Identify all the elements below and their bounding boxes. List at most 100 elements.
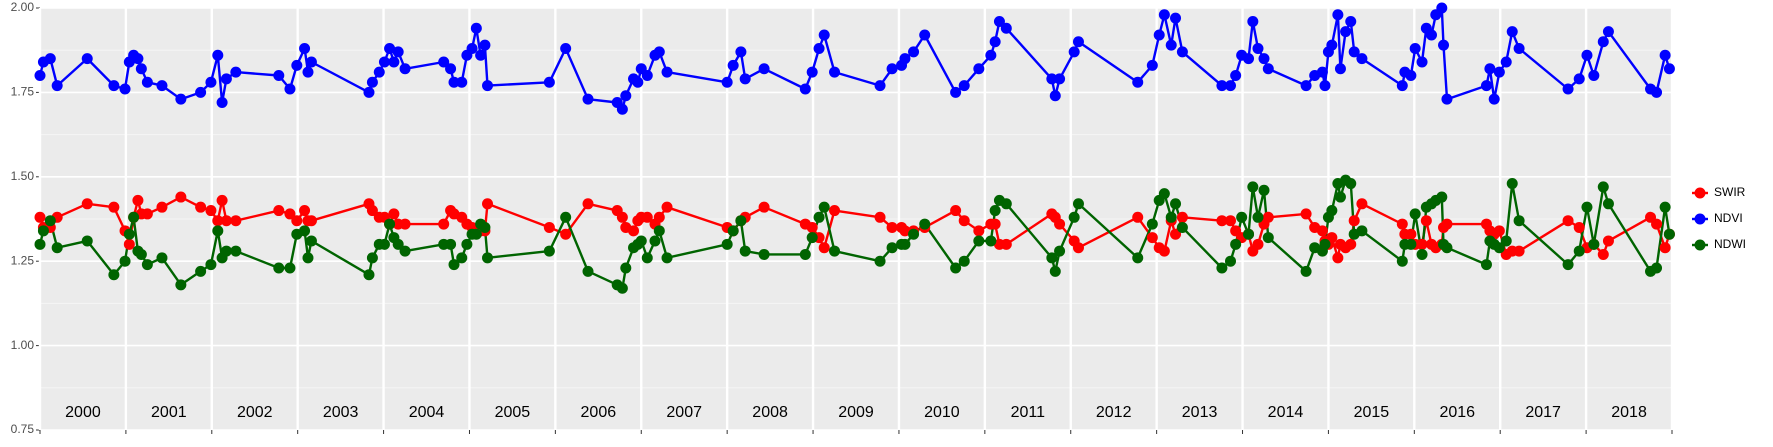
data-point <box>635 235 647 247</box>
data-point <box>1602 235 1614 247</box>
data-point <box>366 205 378 217</box>
data-point <box>829 245 841 257</box>
data-point <box>1072 36 1084 48</box>
data-point <box>448 76 460 88</box>
data-point <box>392 238 404 250</box>
data-point <box>470 228 482 240</box>
data-point <box>1258 184 1270 196</box>
data-point <box>560 228 572 240</box>
data-point <box>445 63 457 75</box>
data-point <box>119 83 131 95</box>
data-point <box>299 43 311 55</box>
data-point <box>51 80 63 92</box>
data-point <box>628 225 640 237</box>
data-point <box>1319 80 1331 92</box>
data-point <box>475 49 487 61</box>
data-point <box>616 211 628 223</box>
data-point <box>620 262 632 274</box>
data-point <box>284 83 296 95</box>
data-point <box>1506 178 1518 190</box>
data-point <box>1216 80 1228 92</box>
data-point <box>721 238 733 250</box>
data-point <box>973 225 985 237</box>
data-point <box>582 93 594 105</box>
data-point <box>1425 29 1437 41</box>
data-point <box>1396 218 1408 230</box>
data-point <box>216 97 228 109</box>
data-point <box>989 36 1001 48</box>
data-point <box>727 59 739 71</box>
data-point <box>1405 70 1417 82</box>
data-point <box>739 73 751 85</box>
data-point <box>1441 242 1453 254</box>
data-point <box>482 198 494 210</box>
data-point <box>735 46 747 58</box>
data-point <box>543 221 555 233</box>
data-point <box>378 56 390 68</box>
year-label: 2006 <box>581 404 617 421</box>
data-point <box>989 218 1001 230</box>
data-point <box>51 242 63 254</box>
year-label: 2009 <box>838 404 874 421</box>
year-label: 2005 <box>495 404 531 421</box>
data-point <box>1581 201 1593 213</box>
y-tick-label: 0.75 <box>11 422 35 436</box>
data-point <box>378 238 390 250</box>
data-point <box>806 232 818 244</box>
data-point <box>305 56 317 68</box>
data-point <box>1500 235 1512 247</box>
data-point <box>132 194 144 206</box>
data-point <box>291 59 303 71</box>
data-point <box>813 43 825 55</box>
data-point <box>829 205 841 217</box>
data-point <box>721 76 733 88</box>
data-point <box>1225 215 1237 227</box>
data-point <box>1247 181 1259 193</box>
legend-marker <box>1694 213 1706 225</box>
data-point <box>582 265 594 277</box>
data-point <box>641 252 653 264</box>
data-point <box>1243 53 1255 65</box>
data-point <box>1405 238 1417 250</box>
data-point <box>1416 248 1428 260</box>
data-point <box>195 201 207 213</box>
data-point <box>1663 63 1675 75</box>
data-point <box>616 282 628 294</box>
data-point <box>44 215 56 227</box>
data-point <box>1441 218 1453 230</box>
data-point <box>1356 198 1368 210</box>
data-point <box>973 235 985 247</box>
year-label: 2004 <box>409 404 445 421</box>
data-point <box>829 66 841 78</box>
data-point <box>1252 238 1264 250</box>
data-point <box>141 259 153 271</box>
data-point <box>1170 198 1182 210</box>
data-point <box>560 211 572 223</box>
data-point <box>1334 63 1346 75</box>
y-tick-label: 1.50 <box>11 169 35 183</box>
data-point <box>1562 83 1574 95</box>
data-point <box>1436 2 1448 14</box>
data-point <box>1409 208 1421 220</box>
data-point <box>1176 221 1188 233</box>
data-point <box>985 235 997 247</box>
data-point <box>302 252 314 264</box>
data-point <box>886 63 898 75</box>
data-point <box>661 66 673 78</box>
data-point <box>479 221 491 233</box>
year-label: 2010 <box>924 404 960 421</box>
data-point <box>874 211 886 223</box>
data-point <box>363 86 375 98</box>
data-point <box>1405 228 1417 240</box>
data-point <box>128 211 140 223</box>
data-point <box>1146 59 1158 71</box>
data-point <box>661 201 673 213</box>
year-label: 2017 <box>1525 404 1561 421</box>
data-point <box>1436 191 1448 203</box>
data-point <box>1252 43 1264 55</box>
data-point <box>302 66 314 78</box>
data-point <box>363 269 375 281</box>
data-point <box>1132 252 1144 264</box>
data-point <box>175 191 187 203</box>
data-point <box>1348 215 1360 227</box>
